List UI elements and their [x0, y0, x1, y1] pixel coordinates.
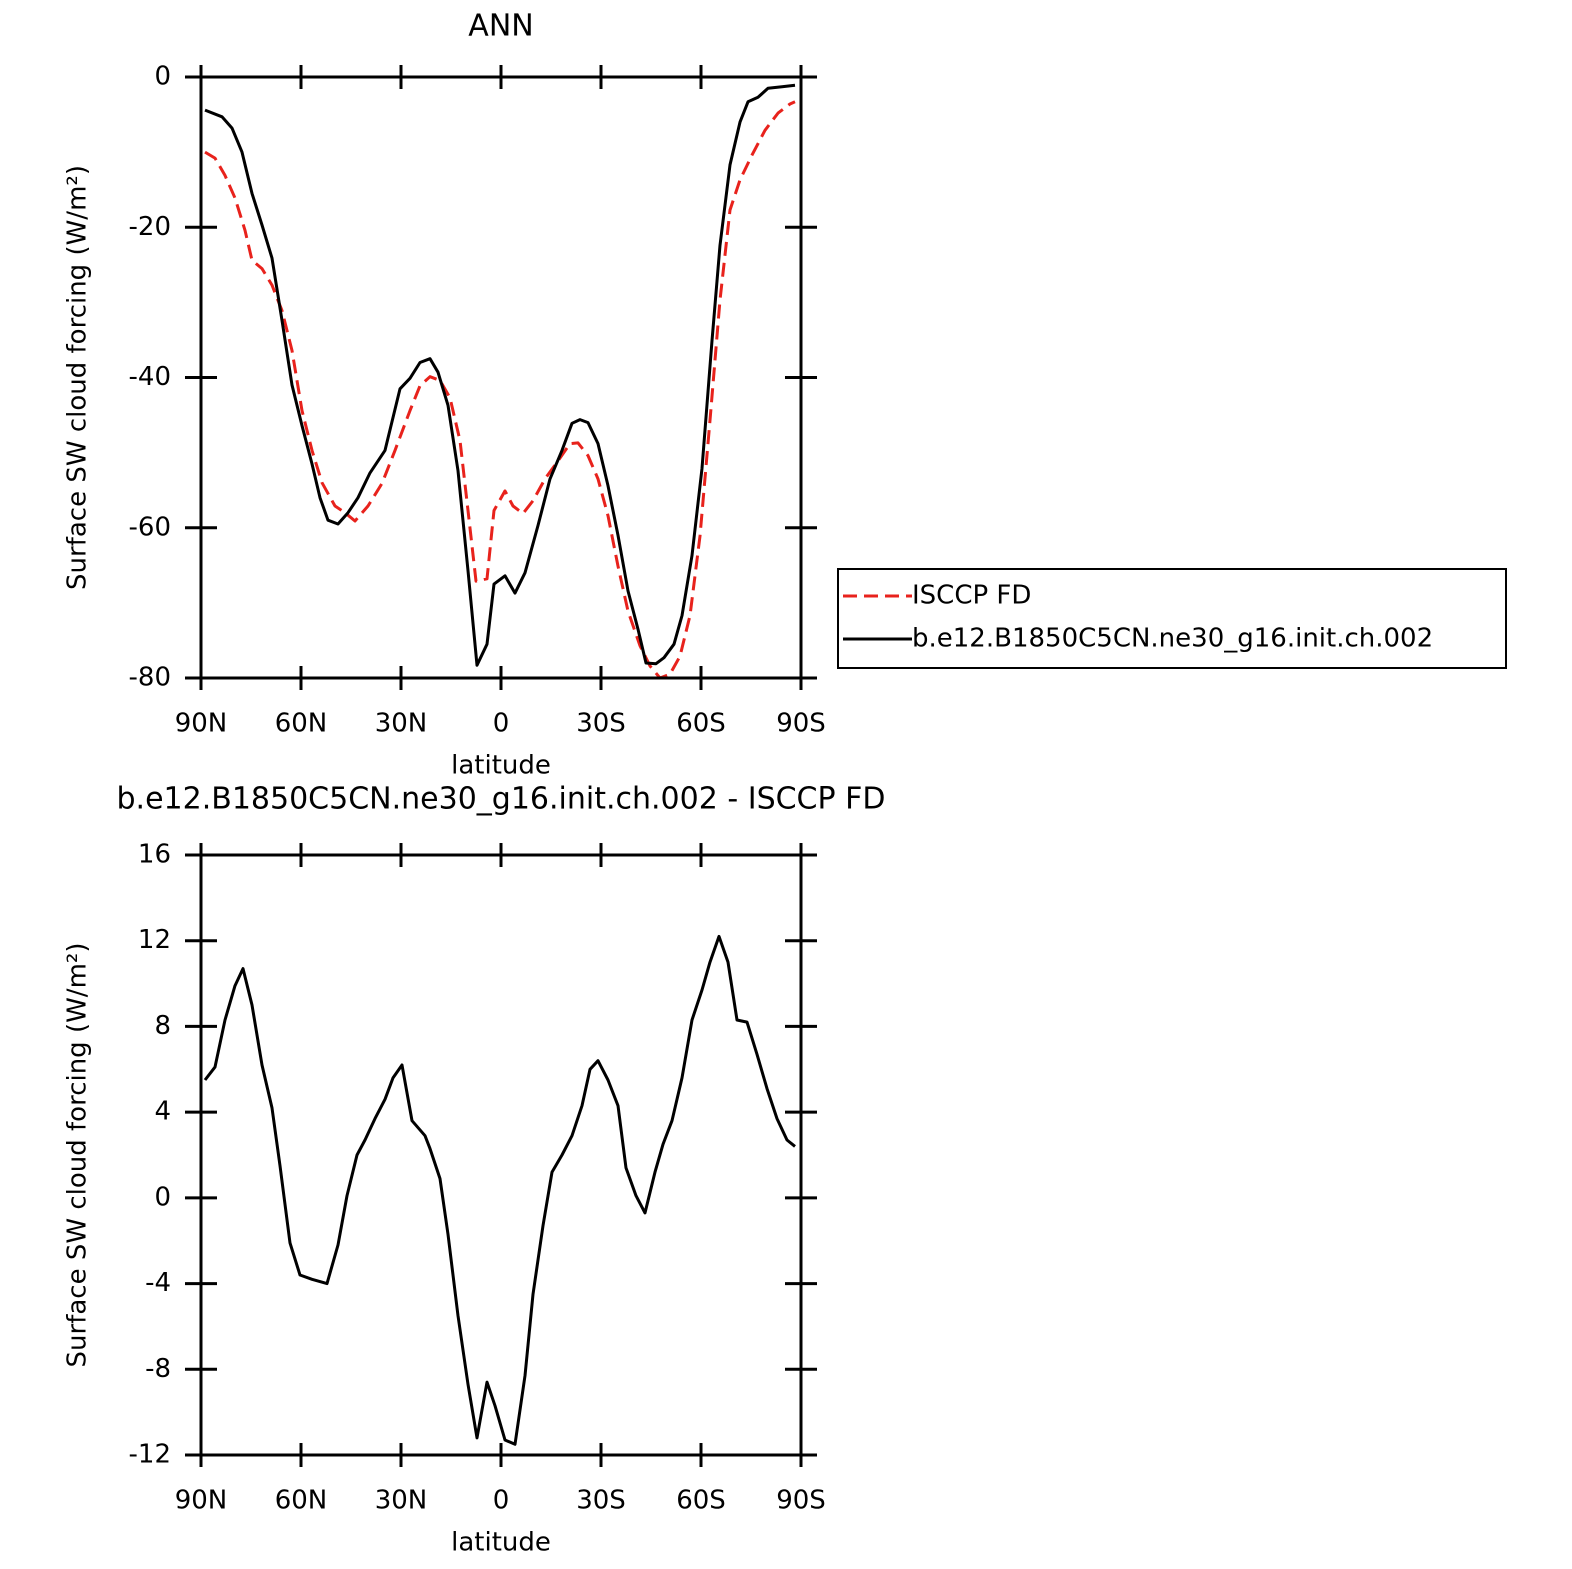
legend-box — [837, 568, 1507, 669]
x-tick-label: 90N — [175, 709, 228, 739]
y-tick-label: 16 — [138, 840, 171, 870]
x-tick-label: 60N — [275, 1486, 328, 1516]
y-tick-label: -40 — [129, 362, 171, 392]
x-tick-label: 90N — [175, 1486, 228, 1516]
y-tick-label: 0 — [154, 1182, 171, 1212]
x-tick-label: 60S — [676, 709, 726, 739]
y-axis-label: Surface SW cloud forcing (W/m²) — [63, 165, 93, 590]
y-tick-label: -20 — [129, 212, 171, 242]
y-tick-label: 0 — [154, 62, 171, 92]
y-tick-label: 12 — [138, 925, 171, 955]
chart-title: b.e12.B1850C5CN.ne30_g16.init.ch.002 - I… — [117, 782, 886, 817]
x-tick-label: 90S — [776, 709, 826, 739]
x-tick-label: 30N — [375, 1486, 428, 1516]
x-tick-label: 30N — [375, 709, 428, 739]
plot-frame — [199, 853, 803, 1457]
y-axis-label: Surface SW cloud forcing (W/m²) — [63, 943, 93, 1368]
x-tick-label: 30S — [576, 1486, 626, 1516]
plot-frame — [199, 75, 803, 680]
series-line — [204, 83, 796, 667]
x-tick-label: 90S — [776, 1486, 826, 1516]
y-tick-label: 4 — [154, 1097, 171, 1127]
y-tick-label: -60 — [129, 512, 171, 542]
x-tick-label: 60N — [275, 709, 328, 739]
x-tick-label: 30S — [576, 709, 626, 739]
y-tick-label: -4 — [145, 1268, 171, 1298]
legend-label: ISCCP FD — [912, 581, 1031, 611]
x-axis-label: latitude — [451, 1528, 551, 1558]
legend-label: b.e12.B1850C5CN.ne30_g16.init.ch.002 — [912, 624, 1433, 654]
y-tick-label: -12 — [129, 1440, 171, 1470]
x-tick-label: 0 — [493, 709, 510, 739]
x-tick-label: 60S — [676, 1486, 726, 1516]
y-tick-label: -80 — [129, 663, 171, 693]
x-axis-label: latitude — [451, 751, 551, 781]
x-tick-label: 0 — [493, 1486, 510, 1516]
series-line — [204, 100, 796, 680]
y-tick-label: -8 — [145, 1354, 171, 1384]
y-tick-label: 8 — [154, 1011, 171, 1041]
chart-title: ANN — [468, 9, 533, 44]
series-line — [203, 934, 796, 1446]
